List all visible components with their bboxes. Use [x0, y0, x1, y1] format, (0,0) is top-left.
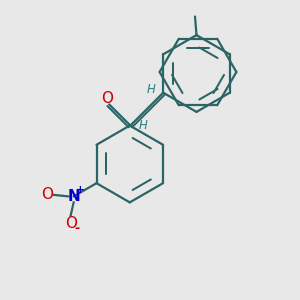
Text: +: + [76, 185, 85, 195]
Text: O: O [101, 92, 113, 106]
Text: -: - [74, 222, 79, 235]
Text: N: N [67, 189, 80, 204]
Text: O: O [64, 216, 76, 231]
Text: O: O [40, 188, 52, 202]
Text: H: H [139, 119, 147, 132]
Text: H: H [146, 82, 155, 96]
